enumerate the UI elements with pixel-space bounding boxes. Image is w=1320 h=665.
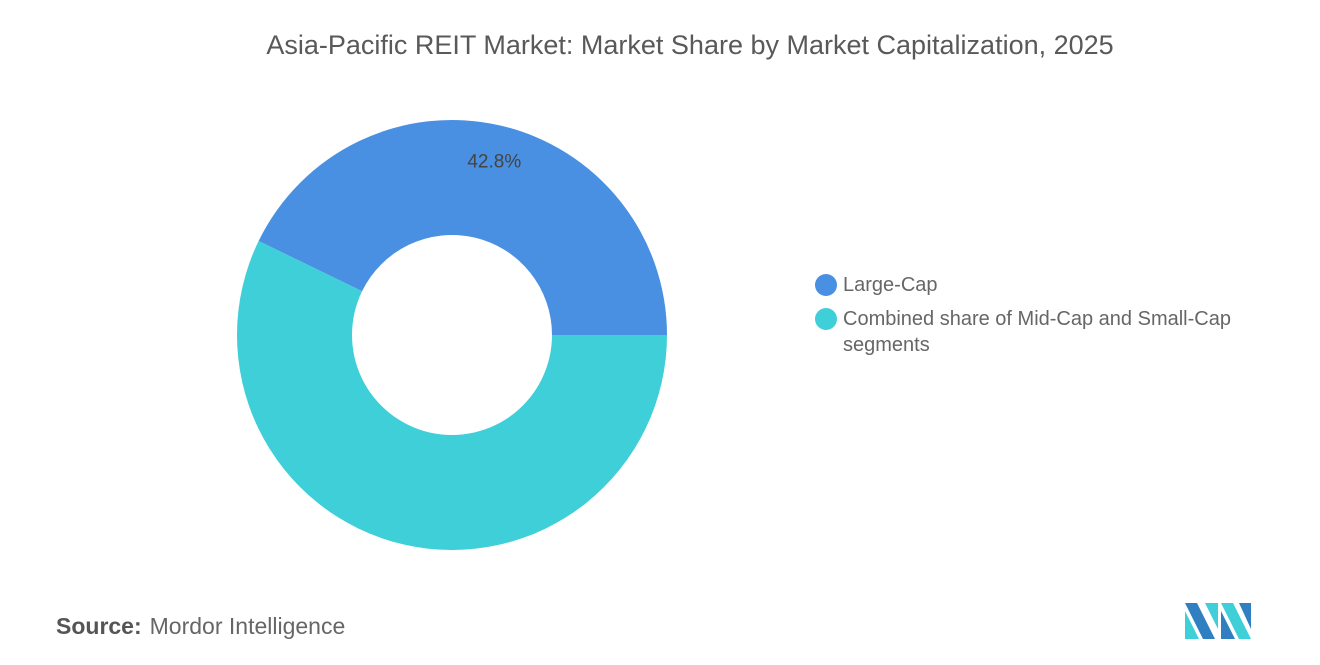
legend-label: Combined share of Mid-Cap and Small-Cap … bbox=[843, 308, 1231, 356]
slice-label-0: 42.8% bbox=[467, 152, 521, 173]
slice-1 bbox=[237, 241, 667, 550]
legend-label: Large-Cap bbox=[843, 274, 938, 296]
mordor-logo bbox=[1185, 603, 1251, 639]
legend-item-mid-small-cap: Combined share of Mid-Cap and Small-Cap … bbox=[815, 306, 1295, 358]
source-note: Source: Mordor Intelligence bbox=[56, 613, 345, 640]
chart-title: Asia-Pacific REIT Market: Market Share b… bbox=[266, 30, 1114, 60]
legend-swatch bbox=[815, 308, 837, 330]
slice-0 bbox=[258, 119, 667, 335]
legend-item-large-cap: Large-Cap bbox=[815, 272, 1295, 298]
source-value: Mordor Intelligence bbox=[149, 613, 346, 639]
legend: Large-Cap Combined share of Mid-Cap and … bbox=[815, 272, 1295, 366]
source-label: Source: bbox=[56, 613, 142, 639]
legend-swatch bbox=[815, 274, 837, 296]
